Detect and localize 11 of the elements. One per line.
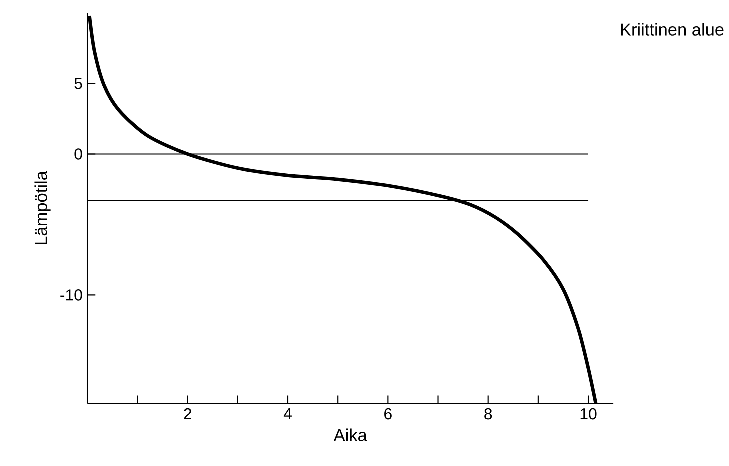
y-tick-label: -10 [60,289,82,301]
x-tick-label: 2 [184,408,192,420]
x-axis-title: Aika [334,428,368,442]
x-tick-label: 6 [384,408,392,420]
y-tick-label: 0 [74,148,82,160]
y-axis-title: Lämpötila [34,171,51,244]
x-tick-label: 4 [284,408,292,420]
y-tick-label: 5 [74,78,82,90]
x-tick-label: 8 [484,408,492,420]
text: Kriittinen alue [621,23,724,36]
x-tick-label: 10 [580,408,597,420]
